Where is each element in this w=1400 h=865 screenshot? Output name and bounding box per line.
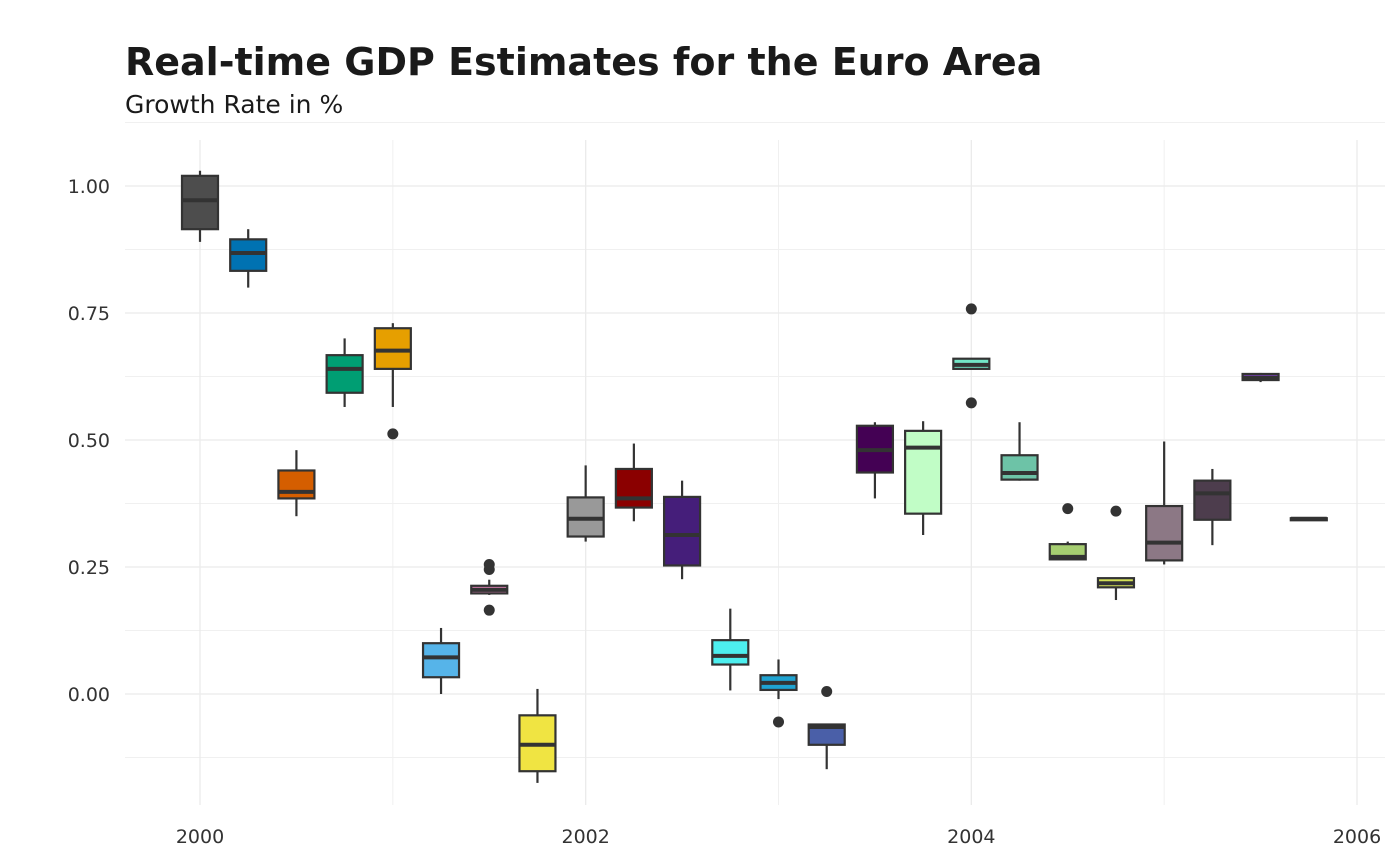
box-body [614, 467, 653, 509]
box-plot-item [662, 480, 702, 580]
box-plot-item [1096, 505, 1136, 601]
box-plot-item [1289, 516, 1328, 522]
box-plot-item [470, 558, 509, 616]
box-plot-item [711, 608, 750, 691]
box-body [180, 174, 220, 231]
box-plot-item [566, 465, 605, 542]
box-plot-item [1241, 372, 1280, 383]
box-plot-item [807, 685, 846, 770]
outlier-point [965, 397, 977, 409]
grid-lines [125, 122, 1385, 805]
box-plot-item [952, 303, 991, 409]
box-plot-item [855, 422, 895, 499]
box-plot-item [421, 627, 461, 694]
outlier-point [965, 303, 977, 315]
x-tick-label: 2002 [561, 826, 609, 848]
box-body [373, 327, 412, 370]
outlier-point [1110, 505, 1122, 517]
y-tick-label: 0.75 [68, 303, 110, 325]
box-body [1193, 479, 1232, 521]
outlier-point [821, 685, 833, 697]
box-plot-item [1048, 503, 1087, 561]
box-plot-item [325, 338, 364, 407]
outlier-point [387, 428, 399, 440]
box-body [1145, 504, 1184, 562]
box-plot-item [1000, 422, 1039, 481]
y-tick-label: 0.00 [68, 684, 110, 706]
box-plot-item [277, 450, 316, 517]
box-plot-item [229, 229, 268, 288]
box-body [421, 642, 461, 679]
box-body [229, 238, 268, 272]
box-body [1000, 454, 1039, 481]
box-body [807, 723, 846, 746]
outlier-point [483, 604, 495, 616]
x-tick-label: 2006 [1333, 826, 1381, 848]
x-tick-label: 2004 [947, 826, 995, 848]
boxes [180, 170, 1328, 783]
box-plot-item [1145, 441, 1184, 565]
box-plot-item [904, 421, 943, 535]
box-plot-item [518, 688, 557, 783]
box-body [325, 354, 364, 394]
y-tick-label: 0.50 [68, 430, 110, 452]
box-plot-item [1193, 468, 1232, 546]
box-body [277, 469, 316, 500]
box-body [904, 429, 943, 515]
box-body [711, 639, 750, 666]
y-tick-label: 0.25 [68, 557, 110, 579]
x-tick-label: 2000 [176, 826, 224, 848]
y-tick-label: 1.00 [68, 176, 110, 198]
box-plot-item [759, 659, 798, 728]
chart-title: Real-time GDP Estimates for the Euro Are… [125, 40, 1043, 84]
axis-labels: 0.00 0.25 0.50 0.75 1.00 2000 2002 2004 2006 [68, 176, 1381, 848]
outlier-point [1062, 503, 1074, 515]
box-body [662, 495, 702, 567]
outlier-point [483, 558, 495, 570]
box-plot-item [180, 170, 220, 242]
box-plot-item [373, 323, 412, 440]
outlier-point [773, 716, 784, 728]
chart-subtitle: Growth Rate in % [125, 90, 344, 119]
box-plot-item [614, 443, 653, 522]
